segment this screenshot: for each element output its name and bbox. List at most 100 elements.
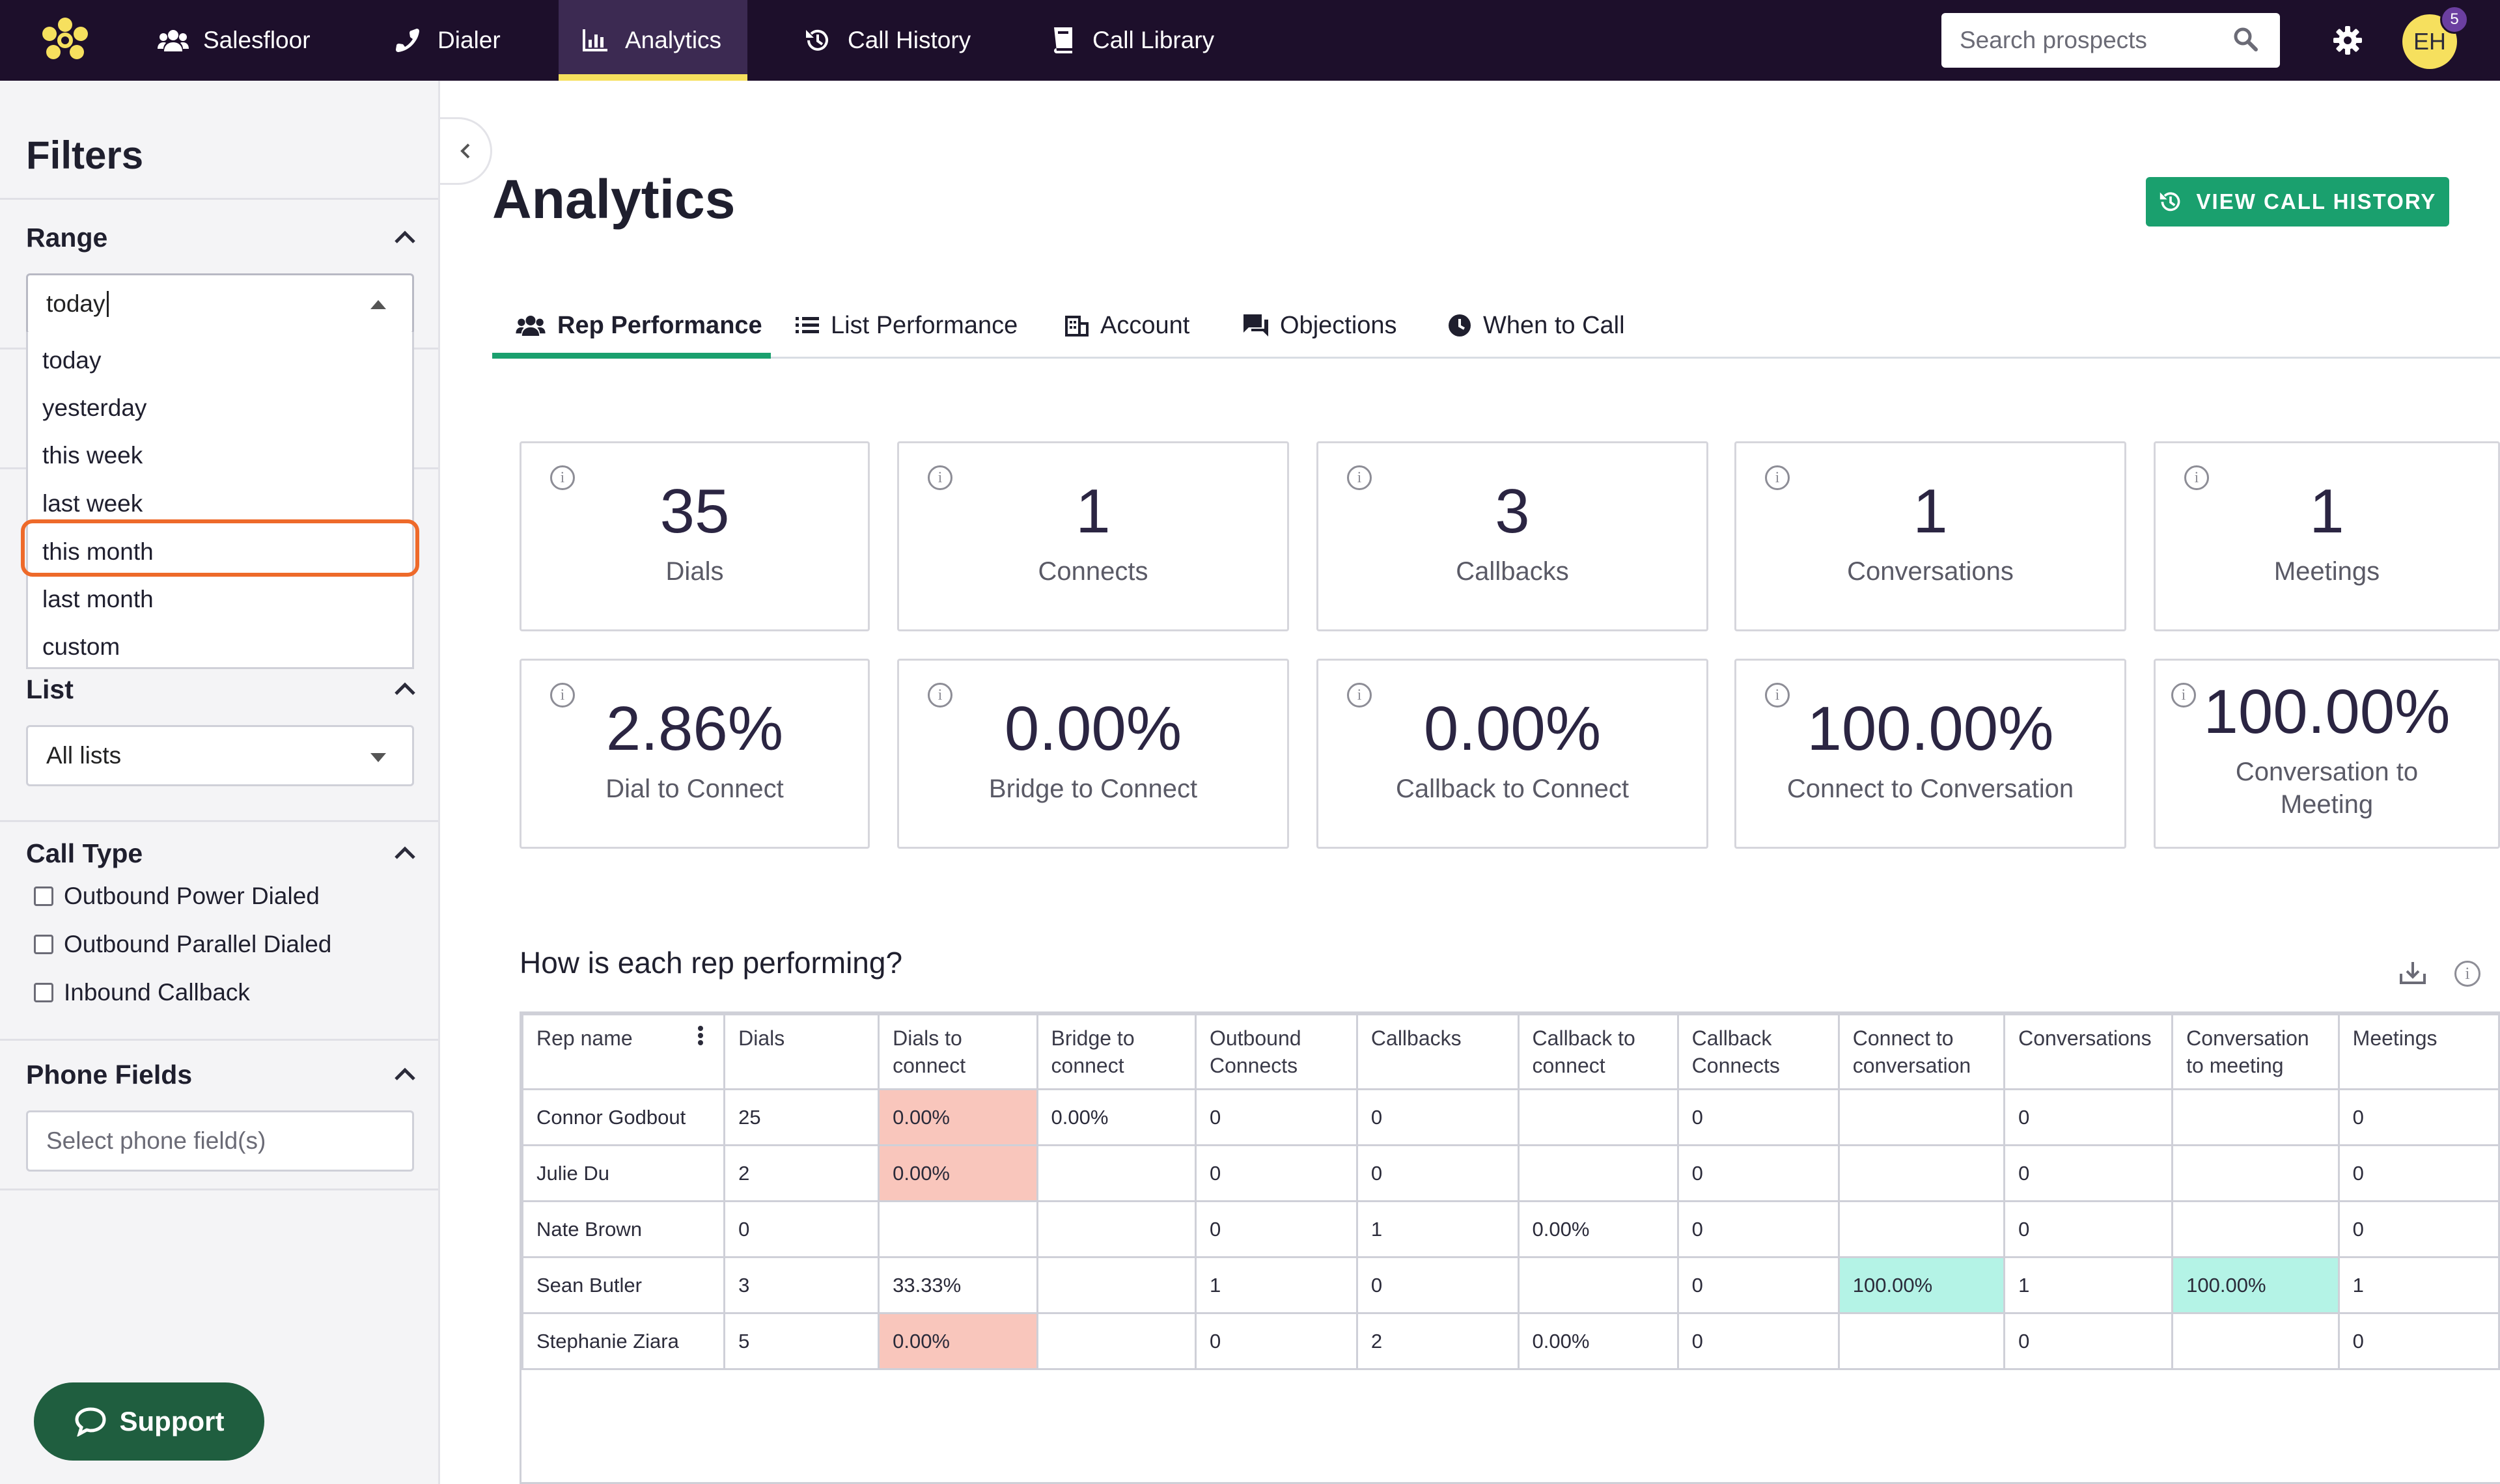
stat-card-bridge-to-connect: i 0.00% Bridge to Connect [897, 659, 1289, 849]
users-icon [158, 27, 189, 53]
dropdown-option-this-week[interactable]: this week [42, 442, 143, 469]
dropdown-option-yesterday[interactable]: yesterday [42, 394, 147, 421]
call-type-option[interactable]: Outbound Parallel Dialed [34, 931, 331, 958]
checkbox[interactable] [34, 983, 53, 1002]
table-cell: 0 [2003, 1200, 2174, 1258]
table-row: Sean Butler 3 33.33% 1 0 0 100.00% 1 100.00% 1 [521, 1256, 2500, 1314]
column-header[interactable]: Meetings [2337, 1013, 2500, 1090]
tab-label: List Performance [831, 311, 1018, 339]
dropdown-option-this-month[interactable]: this month [42, 538, 154, 565]
stat-label: Dials [665, 557, 724, 586]
building-icon [1065, 314, 1089, 337]
info-icon[interactable]: i [928, 683, 952, 708]
dropdown-option-last-month[interactable]: last month [42, 586, 154, 612]
info-icon[interactable]: i [928, 465, 952, 490]
tab-objections[interactable]: Objections [1243, 293, 1397, 358]
nav-salesfloor[interactable]: Salesfloor [158, 0, 311, 81]
table-cell: 5 [723, 1312, 880, 1370]
tab-list-performance[interactable]: List Performance [796, 293, 1018, 358]
column-header[interactable]: Conversations [2003, 1013, 2174, 1090]
table-cell: 2 [1355, 1312, 1520, 1370]
view-call-history-button[interactable]: VIEW CALL HISTORY [2146, 177, 2449, 227]
chevron-up-icon[interactable] [393, 229, 417, 245]
bar-chart-icon [579, 27, 611, 53]
checkbox[interactable] [34, 886, 53, 906]
table-cell: 100.00% [2171, 1256, 2340, 1314]
table-cell: Connor Godbout [521, 1088, 726, 1146]
info-icon[interactable]: i [2171, 683, 2196, 708]
info-icon[interactable]: i [1347, 683, 1372, 708]
dropdown-option-today[interactable]: today [42, 347, 102, 374]
info-icon[interactable]: i [2454, 961, 2480, 987]
column-header-label: Callbacks [1370, 1026, 1462, 1050]
column-header[interactable]: Callback Connects [1676, 1013, 1840, 1090]
tab-label: Objections [1280, 311, 1397, 339]
info-icon[interactable]: i [550, 683, 575, 708]
info-icon[interactable]: i [1765, 683, 1790, 708]
dropdown-option-custom[interactable]: custom [42, 633, 120, 660]
chevron-up-icon[interactable] [393, 845, 417, 860]
table-cell [1837, 1144, 2006, 1202]
call-type-option[interactable]: Outbound Power Dialed [34, 883, 320, 910]
table-cell: 0 [1194, 1200, 1358, 1258]
dropdown-option-last-week[interactable]: last week [42, 490, 143, 517]
column-header[interactable]: Rep name [521, 1013, 726, 1090]
info-icon[interactable]: i [1765, 465, 1790, 490]
page-title: Analytics [492, 169, 736, 230]
column-header[interactable]: Dials [723, 1013, 880, 1090]
stat-label: Connects [1038, 557, 1148, 586]
nav-dialer[interactable]: Dialer [392, 0, 501, 81]
column-header[interactable]: Bridge to connect [1036, 1013, 1197, 1090]
more-vertical-icon[interactable] [697, 1024, 704, 1053]
info-icon[interactable]: i [550, 465, 575, 490]
table-cell [1517, 1144, 1679, 1202]
list-icon [796, 316, 819, 335]
stat-card-connects: i 1 Connects [897, 441, 1289, 631]
phone-fields-select[interactable]: Select phone field(s) [26, 1110, 414, 1172]
call-type-option[interactable]: Inbound Callback [34, 979, 250, 1006]
column-header[interactable]: Callback to connect [1517, 1013, 1679, 1090]
column-header-label: Rep name [536, 1026, 633, 1050]
nav-call-history[interactable]: Call History [802, 0, 971, 81]
column-header[interactable]: Conversation to meeting [2171, 1013, 2340, 1090]
book-icon [1047, 27, 1078, 53]
tab-when-to-call[interactable]: When to Call [1448, 293, 1625, 358]
nav-label: Salesfloor [203, 27, 311, 53]
gear-icon[interactable] [2333, 26, 2362, 55]
tab-account[interactable]: Account [1065, 293, 1189, 358]
info-icon[interactable]: i [1347, 465, 1372, 490]
tab-label: When to Call [1483, 311, 1625, 339]
checkbox-label: Outbound Power Dialed [64, 883, 320, 909]
nav-analytics[interactable]: Analytics [559, 0, 747, 81]
chevron-left-icon [460, 143, 469, 159]
table-cell: 0.00% [878, 1144, 1038, 1202]
chevron-up-icon[interactable] [393, 681, 417, 696]
download-icon[interactable] [2398, 959, 2427, 989]
checkbox[interactable] [34, 935, 53, 954]
stat-value: 1 [1076, 476, 1111, 546]
logo-icon[interactable] [39, 17, 91, 64]
column-header[interactable]: Outbound Connects [1194, 1013, 1358, 1090]
range-input[interactable]: today [26, 273, 414, 335]
info-icon[interactable]: i [2184, 465, 2209, 490]
table-cell: 0 [723, 1200, 880, 1258]
tab-rep-performance[interactable]: Rep Performance [516, 293, 762, 358]
collapse-sidebar-button[interactable] [440, 117, 492, 185]
column-header-label: Meetings [2352, 1026, 2438, 1050]
stat-label: Callback to Connect [1396, 775, 1629, 803]
search-input[interactable] [1960, 27, 2233, 54]
phone-icon [392, 27, 423, 53]
table-cell: 0 [1194, 1144, 1358, 1202]
support-button[interactable]: Support [34, 1382, 264, 1461]
column-header[interactable]: Connect to conversation [1837, 1013, 2006, 1090]
chevron-up-icon[interactable] [393, 1066, 417, 1082]
table-cell: 0 [2003, 1088, 2174, 1146]
search-icon[interactable] [2233, 27, 2258, 55]
nav-call-library[interactable]: Call Library [1047, 0, 1214, 81]
list-select[interactable]: All lists [26, 725, 414, 786]
table-cell [2171, 1088, 2340, 1146]
support-label: Support [119, 1406, 225, 1436]
column-header[interactable]: Dials to connect [878, 1013, 1038, 1090]
active-tab-indicator [492, 353, 771, 359]
column-header[interactable]: Callbacks [1355, 1013, 1520, 1090]
